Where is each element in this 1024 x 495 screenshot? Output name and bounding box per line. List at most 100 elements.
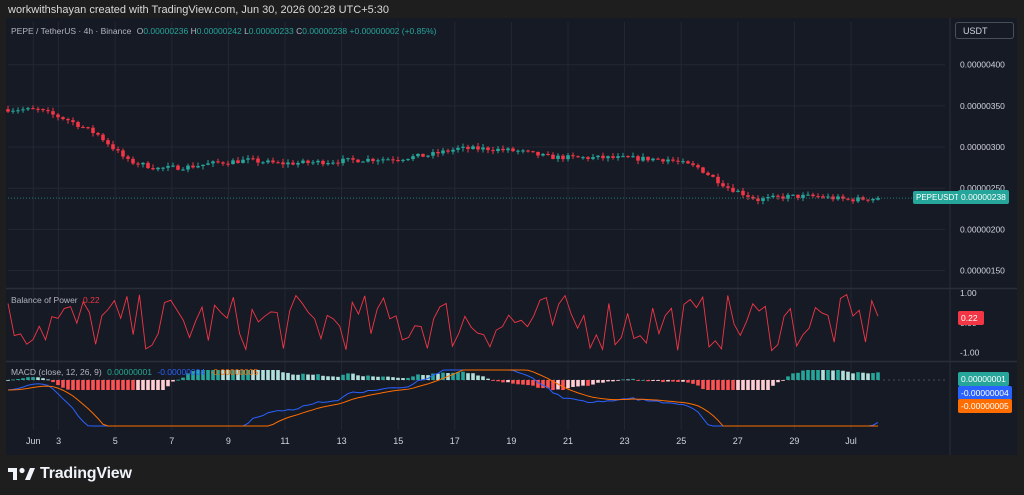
macd-histogram-bar bbox=[716, 380, 720, 390]
candle-body bbox=[711, 174, 715, 177]
macd-histogram-bar bbox=[831, 370, 835, 380]
candle-body bbox=[331, 162, 335, 164]
candle-body bbox=[736, 190, 740, 192]
macd-histogram-bar bbox=[606, 380, 610, 382]
candle-body bbox=[466, 146, 470, 149]
macd-histogram-bar bbox=[701, 380, 705, 390]
candle-body bbox=[706, 172, 710, 175]
candle-body bbox=[501, 148, 505, 151]
macd-histogram-bar bbox=[371, 376, 375, 380]
candle-body bbox=[556, 155, 560, 159]
bop-title[interactable]: Balance of Power bbox=[11, 295, 78, 305]
macd-histogram-bar bbox=[691, 380, 695, 384]
candle-body bbox=[551, 154, 555, 159]
macd-histogram-bar bbox=[561, 380, 565, 390]
currency-button[interactable]: USDT bbox=[955, 22, 1014, 39]
macd-histogram-bar bbox=[266, 370, 270, 380]
macd-histogram-bar bbox=[356, 375, 360, 380]
macd-histogram-bar bbox=[366, 375, 370, 380]
candle-body bbox=[401, 159, 405, 161]
macd-histogram-bar bbox=[746, 380, 750, 390]
time-tick-label: Jun bbox=[26, 436, 41, 446]
candle-body bbox=[396, 160, 400, 162]
macd-histogram-bar bbox=[121, 380, 125, 390]
bop-pane bbox=[7, 293, 879, 352]
candle-body bbox=[491, 150, 495, 152]
time-tick-label: 11 bbox=[280, 436, 289, 446]
candle-body bbox=[171, 165, 175, 167]
candle-body bbox=[641, 156, 645, 161]
candle-body bbox=[851, 199, 855, 202]
macd-histogram-bar bbox=[301, 373, 305, 380]
bop-tick-label: -1.00 bbox=[960, 348, 980, 358]
candle-body bbox=[636, 156, 640, 161]
candle-body bbox=[441, 150, 445, 154]
macd-histogram-bar bbox=[111, 380, 115, 390]
high-value: 0.00000242 bbox=[196, 26, 242, 36]
time-tick-label: 17 bbox=[450, 436, 460, 446]
macd-histogram-bar bbox=[281, 372, 285, 380]
candle-body bbox=[771, 195, 775, 198]
macd-histogram-bar bbox=[396, 377, 400, 380]
macd-histogram-bar bbox=[766, 380, 770, 390]
macd-histogram-bar bbox=[101, 380, 105, 390]
macd-histogram-bar bbox=[201, 370, 205, 380]
macd-histogram-bar bbox=[601, 380, 605, 383]
macd-histogram-bar bbox=[846, 371, 850, 380]
candle-body bbox=[431, 152, 435, 156]
candle-body bbox=[286, 162, 290, 165]
macd-histogram-bar bbox=[106, 380, 110, 390]
candle-body bbox=[666, 159, 670, 162]
macd-histogram-bar bbox=[276, 370, 280, 380]
candle-body bbox=[201, 164, 205, 167]
candle-body bbox=[36, 108, 40, 110]
macd-histogram-bar bbox=[221, 370, 225, 380]
candle-body bbox=[61, 117, 65, 120]
candle-body bbox=[601, 155, 605, 159]
macd-histogram-bar bbox=[666, 380, 670, 382]
macd-histogram-bar bbox=[186, 373, 190, 380]
candle-body bbox=[671, 159, 675, 161]
candle-body bbox=[581, 157, 585, 159]
candle-body bbox=[801, 194, 805, 198]
macd-histogram-bar bbox=[841, 370, 845, 380]
macd-title[interactable]: MACD (close, 12, 26, 9) bbox=[11, 367, 102, 377]
candle-body bbox=[211, 161, 215, 164]
macd-histogram-bar bbox=[866, 373, 870, 380]
symbol-title[interactable]: PEPE / TetherUS · 4h · Binance bbox=[11, 26, 132, 36]
candle-body bbox=[131, 158, 135, 164]
candle-body bbox=[821, 196, 825, 198]
candle-body bbox=[341, 158, 345, 164]
candle-body bbox=[361, 161, 365, 163]
macd-histogram-bar bbox=[646, 380, 650, 382]
low-label: L bbox=[244, 26, 249, 36]
macd-histogram-bar bbox=[861, 372, 865, 380]
macd-signal-legend: -0.00000005 bbox=[210, 367, 259, 377]
candle-body bbox=[101, 134, 105, 141]
macd-histogram-bar bbox=[311, 374, 315, 380]
macd-histogram-bar bbox=[331, 376, 335, 380]
macd-histogram-bar bbox=[806, 370, 810, 380]
macd-histogram-bar bbox=[51, 380, 55, 383]
macd-histogram-bar bbox=[411, 376, 415, 380]
macd-histogram-bar bbox=[581, 380, 585, 386]
time-tick-label: 23 bbox=[620, 436, 630, 446]
macd-histogram-bar bbox=[341, 374, 345, 380]
candle-body bbox=[571, 155, 575, 157]
candles bbox=[6, 105, 880, 205]
candle-body bbox=[271, 160, 275, 163]
candle-body bbox=[741, 190, 745, 196]
macd-histogram-bar bbox=[696, 380, 700, 386]
macd-histogram-bar bbox=[456, 372, 460, 380]
time-tick-label: 13 bbox=[337, 436, 347, 446]
macd-line-tag: -0.00000004 bbox=[958, 386, 1012, 400]
macd-histogram-bar bbox=[641, 379, 645, 381]
close-value: 0.00000238 bbox=[302, 26, 348, 36]
macd-histogram-bar bbox=[81, 380, 85, 390]
macd-histogram-bar bbox=[501, 380, 505, 383]
macd-histogram-bar bbox=[376, 376, 380, 380]
candle-body bbox=[856, 197, 860, 202]
candle-body bbox=[411, 156, 415, 160]
